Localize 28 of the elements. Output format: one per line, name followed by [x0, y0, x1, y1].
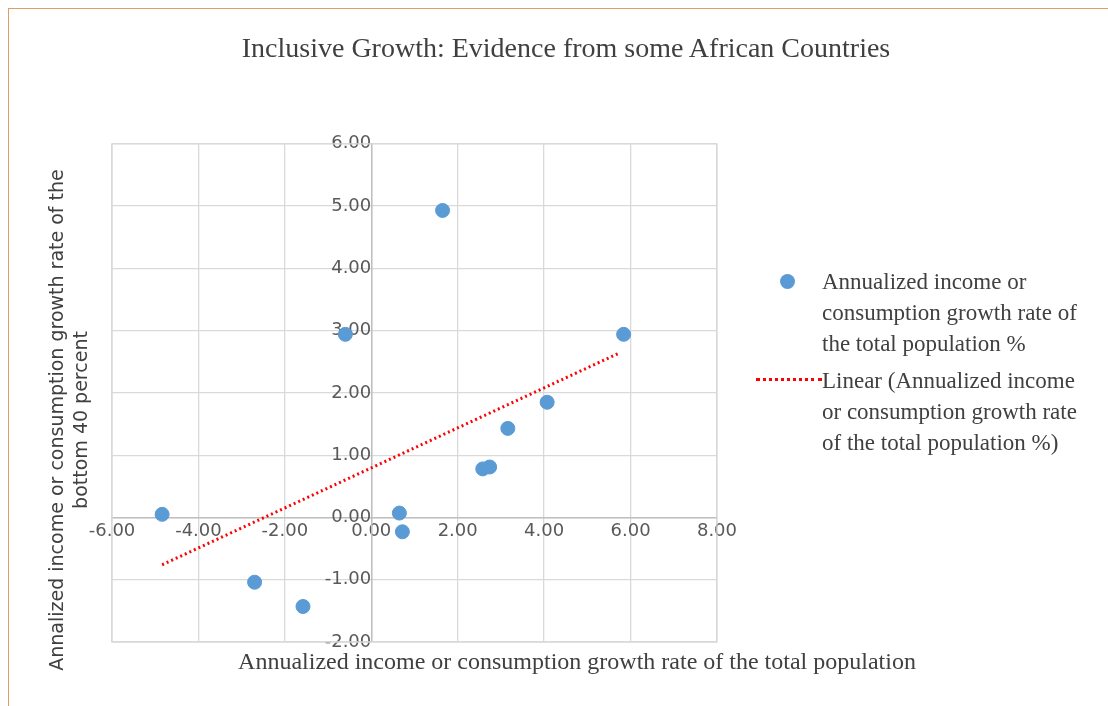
- x-tick-label: 4.00: [524, 518, 565, 540]
- point: [482, 459, 498, 475]
- x-tick-label: -6.00: [88, 518, 136, 540]
- point: [394, 524, 410, 540]
- x-axis-title: Annualized income or consumption growth rate of the total population: [237, 648, 917, 675]
- point: [539, 394, 555, 410]
- point: [500, 420, 516, 436]
- chart-title: Inclusive Growth: Evidence from some African Countries: [240, 32, 892, 64]
- legend-label: Linear (Annualized income or consumption growth rate of the total population %): [822, 367, 1078, 457]
- x-tick-label: 8.00: [696, 518, 737, 540]
- y-tick-label: -2.00: [324, 629, 372, 651]
- point: [247, 574, 263, 590]
- x-tick-label: -4.00: [175, 518, 222, 540]
- y-tick-label: 1.00: [331, 442, 372, 464]
- x-tick-label: 6.00: [610, 518, 651, 540]
- legend-label: Annualized income or consumption growth rate of the total population %: [822, 268, 1078, 358]
- point: [435, 202, 451, 218]
- x-tick-label: -2.00: [261, 518, 309, 540]
- y-tick-label: -1.00: [324, 567, 372, 589]
- y-tick-label: 6.00: [331, 131, 372, 153]
- y-tick-label: 2.00: [331, 380, 372, 402]
- y-tick-label: 5.00: [331, 193, 372, 215]
- point: [295, 599, 311, 614]
- point: [154, 506, 170, 522]
- point: [391, 505, 407, 521]
- x-tick-label: 2.00: [437, 518, 478, 540]
- point: [616, 326, 632, 342]
- y-tick-label: 4.00: [331, 256, 372, 278]
